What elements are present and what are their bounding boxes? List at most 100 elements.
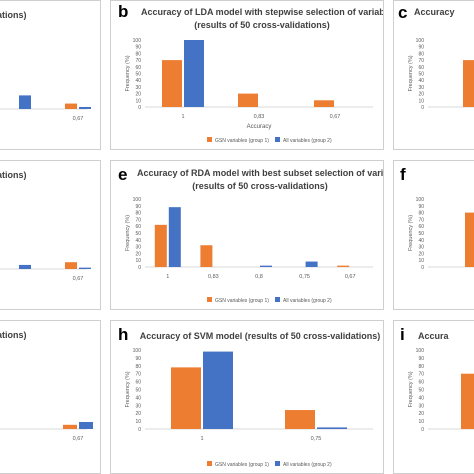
panel-g-xtick-label: 0,67	[73, 436, 84, 442]
panel-i-title: Accura	[418, 331, 449, 341]
panel-i-ytick-label: 30	[418, 403, 424, 409]
panel-h-xtick-label: 0,75	[311, 436, 322, 442]
panel-e-xtick-label: 0,8	[255, 274, 263, 280]
panel-c-title: Accuracy	[414, 7, 455, 17]
panel-e-xtick-label: 0,67	[345, 274, 356, 280]
panel-e-bar	[154, 224, 167, 267]
panel-i-ytick-label: 60	[418, 380, 424, 386]
panel-g-chart: 0,67	[0, 422, 93, 442]
panel-a-bar	[79, 106, 91, 109]
panel-i-ytick-label: 40	[418, 395, 424, 401]
panel-e-bar	[168, 207, 181, 267]
panel-h-ytick-label: 50	[135, 388, 141, 394]
panel-b-ytick-label: 50	[135, 72, 141, 78]
panel-i-ytick-label: 50	[418, 388, 424, 394]
panel-a-chart: 0,67	[0, 95, 91, 122]
panel-b-ytick-label: 90	[135, 45, 141, 51]
panel-b-ytick-label: 100	[133, 38, 142, 44]
panel-f-ytick-label: 40	[418, 238, 424, 244]
panel-i-ytick-label: 100	[416, 348, 425, 354]
panel-f-ytick-label: 50	[418, 231, 424, 237]
panel-b-ytick-label: 0	[138, 105, 141, 111]
panel-e-ytick-label: 10	[135, 258, 141, 264]
panel-h-legend-label: GSN variables (group 1)	[215, 462, 269, 468]
panel-e-title-line-2: (results of 50 cross-validations)	[192, 181, 328, 191]
panel-f-ytick-label: 30	[418, 245, 424, 251]
panel-i-ytick-label: 80	[418, 364, 424, 370]
panel-e-ytick-label: 90	[135, 204, 141, 210]
panel-e-legend-label: All variables (group 2)	[283, 298, 332, 304]
panel-g-bar	[63, 424, 77, 429]
panel-h-ytick-label: 100	[133, 348, 142, 354]
panel-d-title: ations)	[0, 170, 27, 180]
panel-f-bar	[465, 212, 474, 267]
panel-d-bar	[19, 264, 31, 269]
panel-c-ytick-label: 100	[416, 38, 425, 44]
panel-e-ytick-label: 0	[138, 265, 141, 271]
panel-f-ylabel: Frequency (%)	[408, 215, 414, 251]
panel-c-ytick-label: 40	[418, 78, 424, 84]
panel-h-ytick-label: 60	[135, 380, 141, 386]
panel-h-bar	[171, 367, 201, 429]
panel-e-bar	[305, 261, 318, 267]
panel-h-title: Accuracy of SVM model (results of 50 cro…	[139, 331, 381, 341]
panel-b-xlabel: Accuracy	[247, 124, 272, 130]
panel-h-ylabel: Frequency (%)	[125, 371, 131, 407]
panel-a-title: ations)	[0, 10, 27, 20]
panel-b-letter: b	[118, 2, 129, 21]
panel-b-bar	[162, 60, 182, 107]
panel-h-ytick-label: 80	[135, 364, 141, 370]
panel-h-ytick-label: 70	[135, 372, 141, 378]
panel-c-ytick-label: 70	[418, 58, 424, 64]
panel-c-ytick-label: 60	[418, 65, 424, 71]
panel-a-bar	[19, 95, 31, 109]
panel-g: ations) 0,67	[0, 320, 101, 474]
panel-i-ylabel: Frequency (%)	[408, 371, 414, 407]
panel-e-xtick-label: 0,75	[299, 274, 310, 280]
panel-e-ytick-label: 100	[133, 197, 142, 203]
panel-f-letter: f	[400, 165, 406, 184]
panel-e-ytick-label: 50	[135, 231, 141, 237]
panel-h-bar	[203, 351, 233, 429]
panel-c-ytick-label: 10	[418, 98, 424, 104]
panel-g-bar	[79, 422, 93, 429]
panel-e-ytick-label: 30	[135, 245, 141, 251]
panel-b-xtick-label: 1	[181, 114, 184, 120]
panel-c-ytick-label: 50	[418, 72, 424, 78]
panel-d-xtick-label: 0,67	[73, 276, 84, 282]
panel-b-ytick-label: 40	[135, 78, 141, 84]
panel-c: Accuracy 0 10 20 30 40 50 60 70 80 90 100 Frequency…	[393, 0, 474, 150]
panel-e-bar	[200, 245, 213, 267]
panel-b-ytick-label: 10	[135, 98, 141, 104]
panel-i-bar	[461, 373, 474, 429]
panel-h-legend-swatch	[275, 461, 280, 466]
panel-f-ytick-label: 90	[418, 204, 424, 210]
panel-a-xtick-label: 0,67	[73, 116, 84, 122]
panel-e-title-line-1: Accuracy of RDA model with best subset s…	[137, 168, 384, 178]
panel-h-ytick-label: 30	[135, 403, 141, 409]
panel-b-bar	[184, 40, 204, 107]
panel-b-bar	[238, 93, 258, 107]
panel-e-legend-label: GSN variables (group 1)	[215, 298, 269, 304]
panel-e-xtick-label: 1	[166, 274, 169, 280]
panel-b-ytick-label: 70	[135, 58, 141, 64]
panel-d-chart: 0,67	[0, 262, 91, 282]
panel-c-ylabel: Frequency (%)	[408, 55, 414, 91]
panel-h-legend-swatch	[207, 461, 212, 466]
panel-d-bar	[65, 262, 77, 269]
panel-b-ytick-label: 30	[135, 85, 141, 91]
panel-h-xtick-label: 1	[200, 436, 203, 442]
panel-e-legend-swatch	[275, 297, 280, 302]
panel-b-xtick-label: 0,83	[254, 114, 265, 120]
panel-b-legend-label: All variables (group 2)	[283, 138, 332, 144]
panel-c-ytick-label: 90	[418, 45, 424, 51]
panel-f-ytick-label: 20	[418, 251, 424, 257]
panel-b-bar	[314, 100, 334, 107]
panel-e-ytick-label: 40	[135, 238, 141, 244]
panel-f-ytick-label: 100	[416, 197, 425, 203]
panel-b-title-line-1: Accuracy of LDA model with stepwise sele…	[141, 7, 384, 17]
